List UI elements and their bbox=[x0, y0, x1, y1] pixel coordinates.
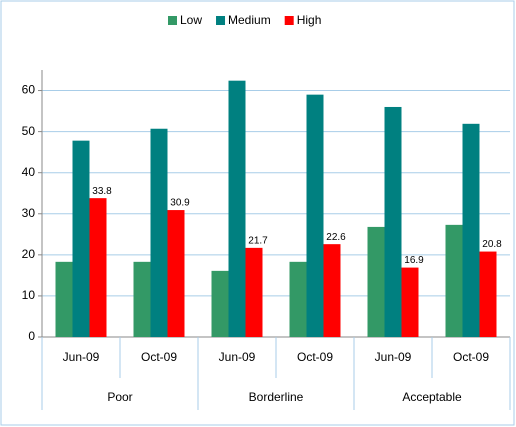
data-label: 21.7 bbox=[248, 236, 268, 247]
x-tick-label: Oct-09 bbox=[453, 350, 489, 364]
bar bbox=[211, 270, 229, 337]
x-tick-label: Oct-09 bbox=[141, 350, 177, 364]
bar bbox=[245, 247, 263, 337]
data-label: 22.6 bbox=[326, 232, 346, 243]
y-tick-label: 50 bbox=[22, 124, 36, 138]
bar bbox=[462, 123, 480, 338]
group-label: Borderline bbox=[249, 390, 304, 404]
y-tick-label: 30 bbox=[22, 206, 36, 220]
bar bbox=[401, 267, 419, 337]
bar bbox=[150, 128, 168, 337]
y-tick-label: 20 bbox=[22, 247, 36, 261]
data-label: 20.8 bbox=[482, 239, 502, 250]
data-label: 33.8 bbox=[92, 186, 112, 197]
bar bbox=[167, 210, 185, 337]
bar bbox=[89, 198, 107, 337]
bar bbox=[323, 244, 341, 337]
x-tick-label: Jun-09 bbox=[375, 350, 412, 364]
bar bbox=[72, 140, 90, 337]
legend-swatch bbox=[284, 16, 294, 25]
legend-label: High bbox=[297, 13, 322, 27]
legend-swatch bbox=[168, 16, 177, 25]
bar bbox=[306, 94, 324, 338]
legend-label: Medium bbox=[228, 13, 271, 27]
bar bbox=[55, 261, 73, 337]
legend-label: Low bbox=[180, 13, 202, 27]
group-label: Poor bbox=[107, 390, 132, 404]
bar bbox=[384, 106, 402, 337]
bar bbox=[228, 80, 246, 338]
y-tick-label: 60 bbox=[22, 83, 36, 97]
x-tick-label: Oct-09 bbox=[297, 350, 333, 364]
x-tick-label: Jun-09 bbox=[219, 350, 256, 364]
bar bbox=[133, 261, 151, 337]
bar bbox=[479, 251, 497, 337]
y-tick-label: 10 bbox=[22, 288, 36, 302]
bar bbox=[445, 224, 463, 337]
data-label: 30.9 bbox=[170, 198, 190, 209]
legend-swatch bbox=[216, 16, 226, 25]
y-tick-label: 0 bbox=[28, 329, 35, 343]
group-label: Acceptable bbox=[402, 390, 462, 404]
bar bbox=[367, 226, 385, 337]
data-label: 16.9 bbox=[404, 255, 424, 266]
bar bbox=[289, 261, 307, 337]
x-tick-label: Jun-09 bbox=[63, 350, 100, 364]
y-tick-label: 40 bbox=[22, 165, 36, 179]
